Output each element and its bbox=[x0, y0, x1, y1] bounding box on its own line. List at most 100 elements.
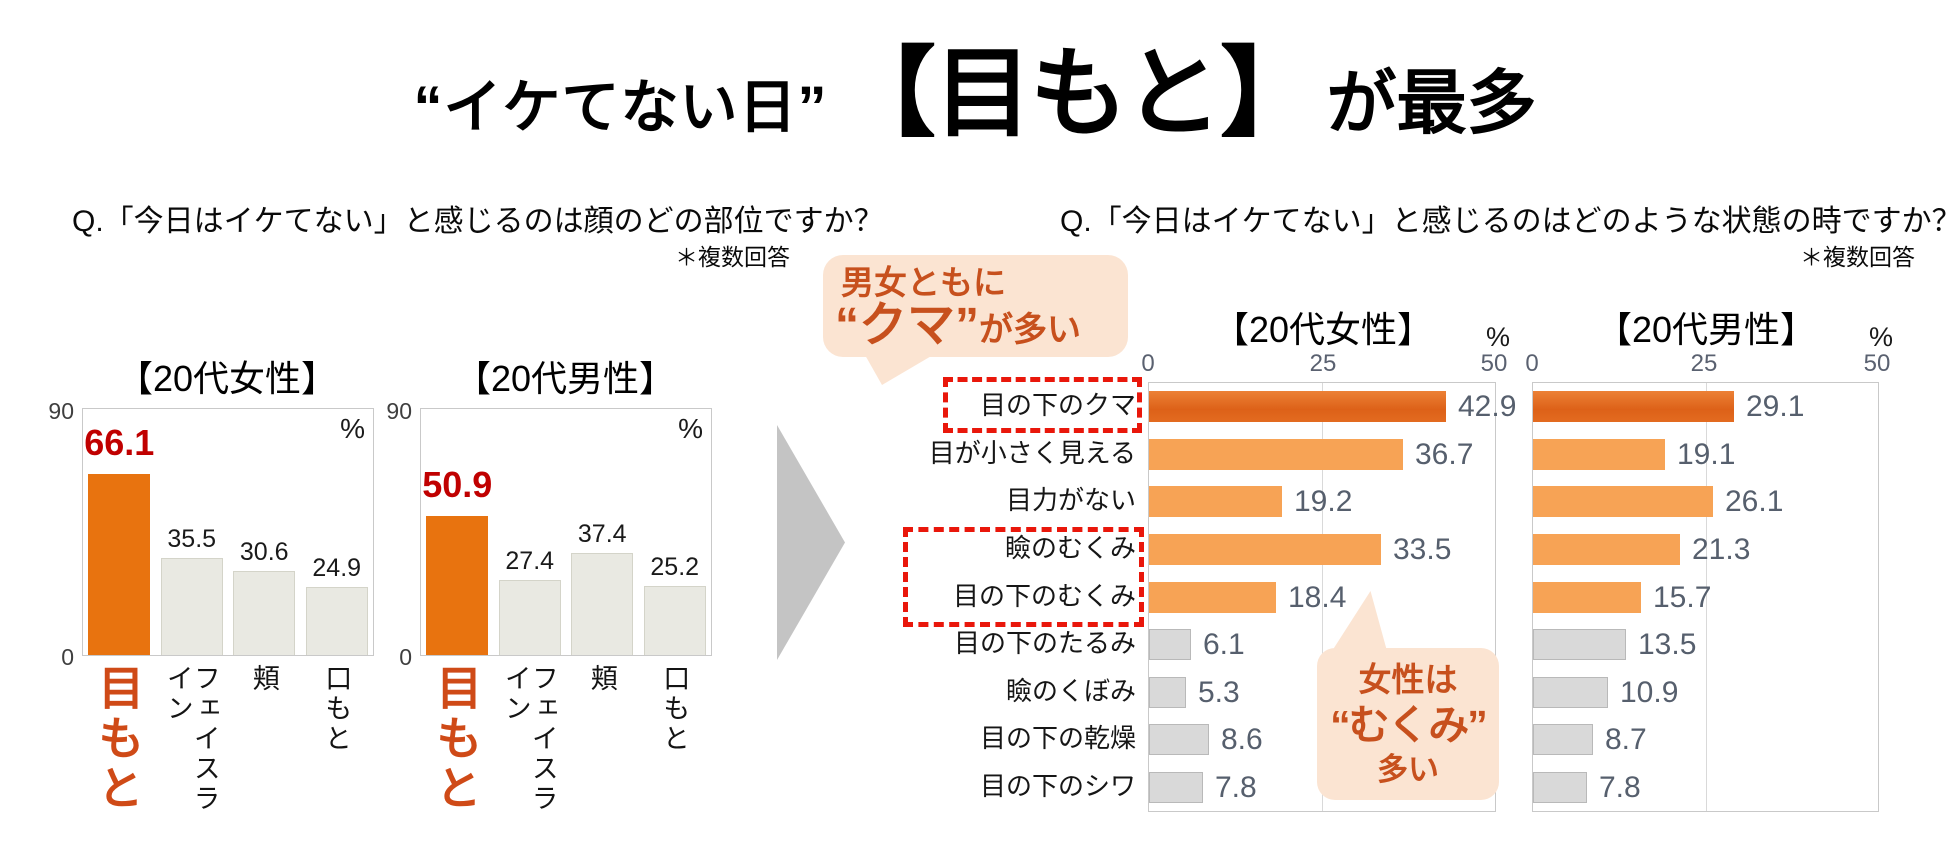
category-label-フェイスライン: フェイスライン bbox=[162, 664, 220, 814]
category-label-フェイスライン: フェイスライン bbox=[500, 664, 558, 814]
x-tick-25-women: 25 bbox=[1309, 350, 1337, 377]
callout-mukumi-line3: 多い bbox=[1377, 752, 1439, 787]
x-tick-0-men: 0 bbox=[1525, 350, 1539, 377]
bar-頬 bbox=[571, 553, 634, 655]
value-label-目の下のむくみ: 15.7 bbox=[1653, 581, 1712, 614]
value-label-瞼のくぼみ: 5.3 bbox=[1198, 676, 1240, 709]
value-label-目の下の乾燥: 8.6 bbox=[1221, 723, 1263, 756]
bar-目の下のたるみ bbox=[1149, 629, 1191, 660]
callout-mukumi-line1: 女性は bbox=[1358, 661, 1458, 698]
value-label-目の下のたるみ: 13.5 bbox=[1638, 628, 1697, 661]
chart-title-eye-men: 【20代男性】 bbox=[1595, 309, 1817, 350]
value-label-目が小さく見える: 36.7 bbox=[1415, 438, 1474, 471]
bar-目の下のむくみ bbox=[1149, 582, 1276, 613]
bar-フェイスライン bbox=[498, 580, 561, 655]
plot-face-men: % 50.9 27.4 37.4 25.2 bbox=[420, 408, 712, 656]
unit-label-eye-men: % bbox=[1868, 322, 1893, 352]
category-label-口もと: 口もと bbox=[659, 664, 690, 754]
chart-title-eye-women: 【20代女性】 bbox=[1212, 309, 1434, 350]
x-labels-face-men: 目もと フェイスライン頬 口もと bbox=[420, 664, 710, 839]
callout-kuma-keyword: “クマ” bbox=[835, 299, 980, 352]
bar-目の下のむくみ bbox=[1533, 582, 1641, 613]
unit-label-face-men: % bbox=[678, 413, 703, 444]
value-label-目の下の乾燥: 8.7 bbox=[1605, 723, 1647, 756]
chart-title-face-men: 【20代男性】 bbox=[454, 358, 676, 399]
emphasis-box-mukumi bbox=[903, 527, 1144, 627]
callout-mukumi: 女性は “むくみ” 多い bbox=[1317, 648, 1499, 800]
value-label-頬: 37.4 bbox=[577, 520, 627, 548]
plot-eye-men: 29.1 19.1 26.1 21.3 15.7 13.5 10.9 8.7 7.8 bbox=[1532, 382, 1879, 812]
category-label-頬: 頬 bbox=[248, 664, 279, 694]
question-left: Q.「今日はイケてない」と感じるのは顔のどの部位ですか？ bbox=[72, 205, 884, 238]
bar-フェイスライン bbox=[160, 558, 223, 655]
row-label-瞼のむくみ: 瞼のむくみ bbox=[1004, 533, 1136, 563]
bar-目力がない bbox=[1149, 486, 1282, 517]
chart-title-face-women: 【20代女性】 bbox=[116, 358, 338, 399]
bar-瞼のむくみ bbox=[1149, 534, 1381, 565]
value-label-目の下のシワ: 7.8 bbox=[1599, 771, 1641, 804]
title-suffix: が最多 bbox=[1326, 64, 1537, 142]
bar-口もと bbox=[643, 586, 706, 655]
bar-瞼のむくみ bbox=[1533, 534, 1680, 565]
callout-kuma-rest: が多い bbox=[979, 311, 1082, 349]
x-tick-50-men: 50 bbox=[1863, 350, 1891, 377]
gridline-25 bbox=[1706, 383, 1707, 811]
x-tick-50-women: 50 bbox=[1480, 350, 1508, 377]
question-right: Q.「今日はイケてない」と感じるのはどのような状態の時ですか？ bbox=[1060, 205, 1950, 238]
value-label-瞼のむくみ: 33.5 bbox=[1393, 533, 1452, 566]
bar-目の下の乾燥 bbox=[1533, 724, 1593, 755]
value-label-頬: 30.6 bbox=[239, 538, 289, 566]
bar-目の下のクマ bbox=[1533, 391, 1734, 422]
row-label-目の下の乾燥: 目の下の乾燥 bbox=[979, 723, 1136, 753]
callout-mukumi-text: 女性は “むくみ” 多い bbox=[1317, 648, 1499, 790]
row-labels-eye-states: 目の下のクマ 目が小さく見える 目力がない 瞼のむくみ 目の下のむくみ 目の下のたるみ 瞼の… bbox=[860, 382, 1142, 810]
bar-瞼のくぼみ bbox=[1149, 677, 1186, 708]
x-tick-25-men: 25 bbox=[1690, 350, 1718, 377]
value-label-瞼のくぼみ: 10.9 bbox=[1620, 676, 1679, 709]
note-left: ＊複数回答 bbox=[675, 244, 790, 270]
row-label-目の下のクマ: 目の下のクマ bbox=[979, 390, 1136, 420]
bar-目の下のシワ bbox=[1533, 772, 1587, 803]
bar-目の下のクマ bbox=[1149, 391, 1446, 422]
value-label-目の下のシワ: 7.8 bbox=[1215, 771, 1257, 804]
value-label-口もと: 24.9 bbox=[312, 554, 362, 582]
row-label-目が小さく見える: 目が小さく見える bbox=[928, 438, 1136, 468]
title-highlight: 【目もと】 bbox=[837, 38, 1318, 148]
callout-kuma-tail bbox=[865, 355, 933, 385]
title-quoted-phrase: “イケてない日” bbox=[413, 75, 828, 140]
category-label-頬: 頬 bbox=[586, 664, 617, 694]
callout-mukumi-keyword: “むくみ” bbox=[1330, 702, 1488, 748]
unit-label-eye-women: % bbox=[1485, 322, 1510, 352]
y-axis-max-men: 90 bbox=[386, 398, 412, 424]
row-label-目の下のたるみ: 目の下のたるみ bbox=[953, 628, 1136, 658]
bar-瞼のくぼみ bbox=[1533, 677, 1608, 708]
value-label-目力がない: 26.1 bbox=[1725, 485, 1784, 518]
row-label-目の下のシワ: 目の下のシワ bbox=[979, 771, 1136, 801]
category-label-目もと: 目もと bbox=[430, 664, 483, 814]
value-label-目の下のたるみ: 6.1 bbox=[1203, 628, 1245, 661]
value-label-目もと: 50.9 bbox=[422, 464, 493, 505]
value-label-口もと: 25.2 bbox=[650, 553, 700, 581]
value-label-目の下のむくみ: 18.4 bbox=[1288, 581, 1347, 614]
x-labels-face-women: 目もと フェイスライン頬 口もと bbox=[82, 664, 372, 839]
bar-目が小さく見える bbox=[1533, 439, 1665, 470]
right-arrow-icon bbox=[777, 425, 845, 660]
value-label-フェイスライン: 27.4 bbox=[505, 547, 555, 575]
bar-目力がない bbox=[1533, 486, 1713, 517]
bar-目もと bbox=[426, 516, 489, 655]
y-axis-min-women: 0 bbox=[61, 644, 74, 670]
bar-目もと bbox=[88, 474, 151, 655]
unit-label-face-women: % bbox=[340, 413, 365, 444]
bar-目の下の乾燥 bbox=[1149, 724, 1209, 755]
value-label-目力がない: 19.2 bbox=[1294, 485, 1353, 518]
bar-目の下のたるみ bbox=[1533, 629, 1626, 660]
y-axis-min-men: 0 bbox=[399, 644, 412, 670]
value-label-目の下のクマ: 42.9 bbox=[1458, 390, 1517, 423]
page-title: “イケてない日” 【目もと】 が最多 bbox=[0, 14, 1950, 156]
plot-face-women: % 66.1 35.5 30.6 24.9 bbox=[82, 408, 374, 656]
value-label-フェイスライン: 35.5 bbox=[167, 525, 217, 553]
emphasis-box-kuma bbox=[943, 377, 1142, 433]
bar-目が小さく見える bbox=[1149, 439, 1403, 470]
value-label-目もと: 66.1 bbox=[84, 422, 155, 463]
